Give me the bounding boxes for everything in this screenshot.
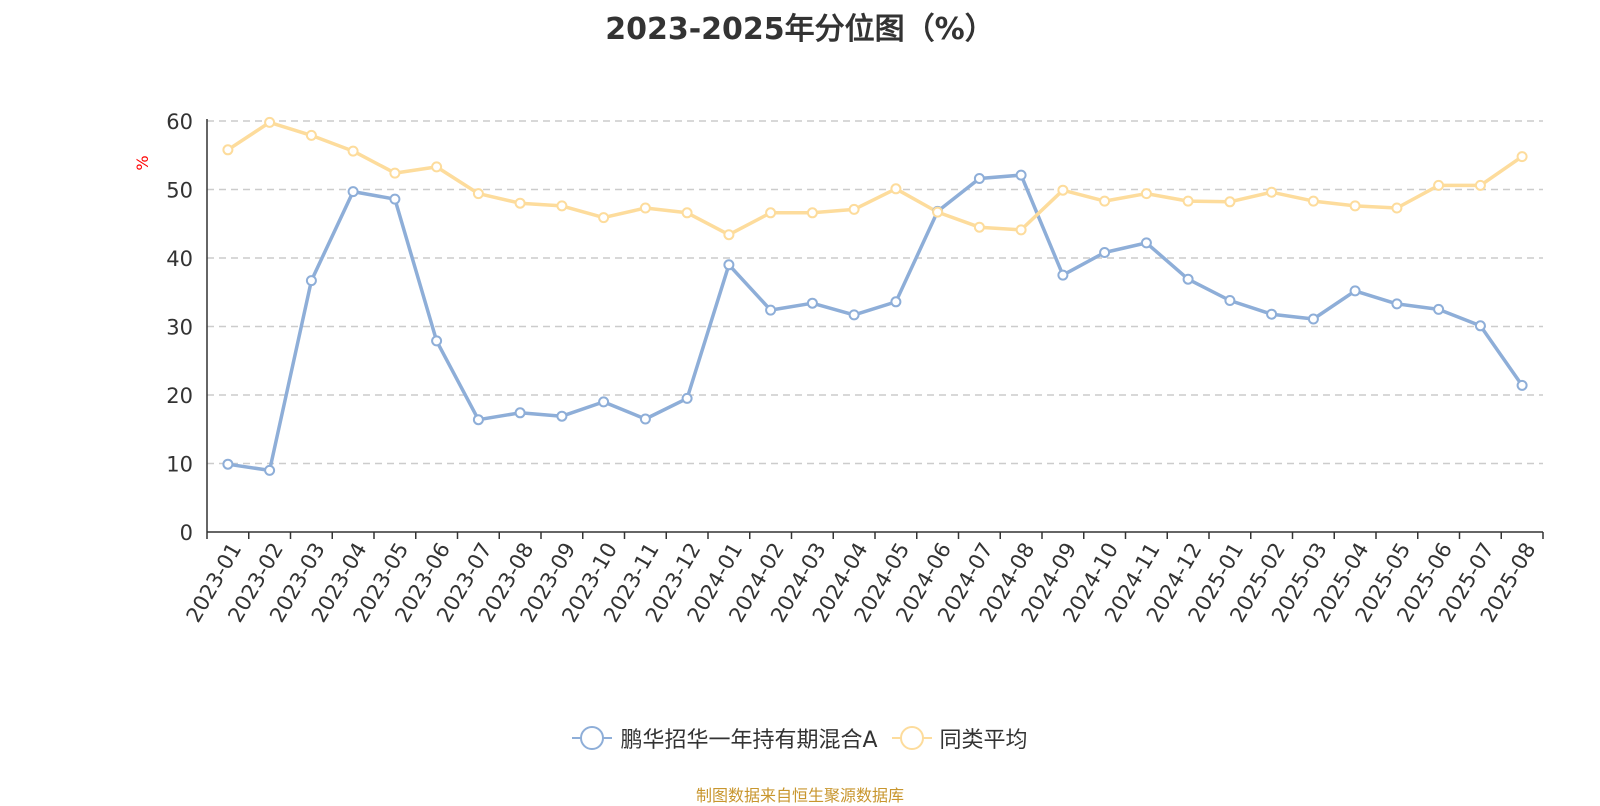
data-point-fund[interactable] <box>1057 269 1069 281</box>
y-tick-label: 40 <box>166 247 193 271</box>
data-point-fund[interactable] <box>598 396 610 408</box>
y-tick-label: 10 <box>166 453 193 477</box>
legend-label-fund: 鹏华招华一年持有期混合A <box>620 728 878 753</box>
data-point-fund[interactable] <box>848 309 860 321</box>
data-point-fund[interactable] <box>222 458 234 470</box>
data-point-fund[interactable] <box>1140 237 1152 249</box>
data-point-peer-average[interactable] <box>1433 179 1445 191</box>
data-point-fund[interactable] <box>1433 303 1445 315</box>
data-point-fund[interactable] <box>806 297 818 309</box>
legend-item-fund[interactable]: 鹏华招华一年持有期混合A <box>572 722 878 754</box>
data-point-peer-average[interactable] <box>305 129 317 141</box>
chart-title: 2023-2025年分位图（%） <box>605 12 995 47</box>
data-point-peer-average[interactable] <box>1349 200 1361 212</box>
data-point-peer-average[interactable] <box>1015 224 1027 236</box>
source-note: 制图数据来自恒生聚源数据库 <box>695 786 904 805</box>
data-point-peer-average[interactable] <box>932 206 944 218</box>
data-point-peer-average[interactable] <box>890 183 902 195</box>
legend-item-peer-average[interactable]: 同类平均 <box>891 722 1028 754</box>
data-point-peer-average[interactable] <box>222 144 234 156</box>
data-point-peer-average[interactable] <box>431 161 443 173</box>
data-point-peer-average[interactable] <box>1224 196 1236 208</box>
y-tick-label: 50 <box>166 179 193 203</box>
data-point-fund[interactable] <box>1015 169 1027 181</box>
data-point-fund[interactable] <box>1516 379 1528 391</box>
data-point-peer-average[interactable] <box>1307 195 1319 207</box>
series-line-peer-average <box>226 120 1524 237</box>
data-point-peer-average[interactable] <box>556 200 568 212</box>
data-point-peer-average[interactable] <box>681 207 693 219</box>
data-point-peer-average[interactable] <box>723 229 735 241</box>
data-point-fund[interactable] <box>765 304 777 316</box>
data-point-fund[interactable] <box>431 335 443 347</box>
data-point-peer-average[interactable] <box>1474 179 1486 191</box>
data-point-peer-average[interactable] <box>347 145 359 157</box>
data-point-peer-average[interactable] <box>973 221 985 233</box>
data-point-fund[interactable] <box>472 414 484 426</box>
data-point-peer-average[interactable] <box>1516 151 1528 163</box>
series-line-fund <box>226 173 1524 473</box>
data-point-fund[interactable] <box>264 464 276 476</box>
data-point-fund[interactable] <box>1349 285 1361 297</box>
data-point-fund[interactable] <box>1266 308 1278 320</box>
data-point-peer-average[interactable] <box>806 207 818 219</box>
data-point-fund[interactable] <box>1307 313 1319 325</box>
data-point-peer-average[interactable] <box>389 167 401 179</box>
data-point-peer-average[interactable] <box>848 203 860 215</box>
data-point-fund[interactable] <box>347 186 359 198</box>
data-point-peer-average[interactable] <box>765 207 777 219</box>
data-point-peer-average[interactable] <box>472 188 484 200</box>
y-tick-label: 20 <box>166 384 193 408</box>
data-point-fund[interactable] <box>1099 247 1111 258</box>
legend-label-peer-average: 同类平均 <box>939 728 1028 753</box>
data-point-fund[interactable] <box>305 275 317 287</box>
data-point-peer-average[interactable] <box>514 197 526 209</box>
legend: 鹏华招华一年持有期混合A 同类平均 <box>0 722 1600 754</box>
y-tick-label: 0 <box>180 521 193 545</box>
data-point-fund[interactable] <box>556 410 568 422</box>
data-point-fund[interactable] <box>723 259 735 271</box>
data-point-peer-average[interactable] <box>1391 202 1403 214</box>
data-point-peer-average[interactable] <box>639 202 651 214</box>
data-point-fund[interactable] <box>973 173 985 184</box>
data-point-peer-average[interactable] <box>1099 195 1111 207</box>
data-point-peer-average[interactable] <box>1182 195 1194 207</box>
legend-marker-fund-icon <box>572 726 613 750</box>
data-point-fund[interactable] <box>1474 320 1486 332</box>
data-point-fund[interactable] <box>1391 298 1403 310</box>
data-point-fund[interactable] <box>681 392 693 404</box>
y-tick-label: 60 <box>166 110 193 134</box>
data-point-fund[interactable] <box>639 413 651 425</box>
data-point-fund[interactable] <box>1182 273 1194 285</box>
data-point-peer-average[interactable] <box>264 116 276 128</box>
y-tick-label: 30 <box>166 316 193 340</box>
legend-marker-peer-average-icon <box>891 726 932 750</box>
y-axis-unit-label: % <box>133 155 152 170</box>
data-point-fund[interactable] <box>1224 295 1236 306</box>
data-point-fund[interactable] <box>514 407 526 419</box>
data-point-peer-average[interactable] <box>598 212 610 224</box>
data-point-peer-average[interactable] <box>1057 184 1069 196</box>
data-point-fund[interactable] <box>389 193 401 205</box>
data-point-fund[interactable] <box>890 296 902 308</box>
data-point-peer-average[interactable] <box>1266 186 1278 198</box>
data-point-peer-average[interactable] <box>1140 188 1152 200</box>
